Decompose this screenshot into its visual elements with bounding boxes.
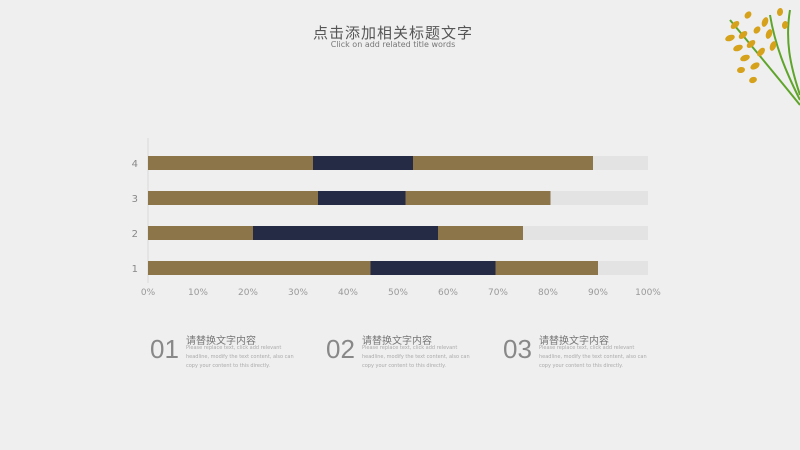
bar-segment-3-4 [550,191,648,205]
page-title: 点击添加相关标题文字 [312,24,473,42]
summary-item-3: 03 请替换文字内容 Please replace text, click ad… [503,330,673,380]
y-tick-label: 4 [132,159,138,170]
x-tick-label: 60% [438,288,458,298]
item-body: Please replace text, click add relevant … [362,345,470,369]
item-body: Please replace text, click add relevant … [539,345,647,369]
bar-segment-2-3 [438,226,523,240]
bar-segment-3-2 [318,191,406,205]
item-number: 02 [326,334,355,364]
item-heading: 请替换文字内容 [539,336,609,347]
bar-segment-1-4 [598,261,648,275]
bar-segment-1-1 [148,261,371,275]
bar-segment-3-1 [148,191,318,205]
summary-item-2: 02 请替换文字内容 Please replace text, click ad… [326,330,496,380]
summary-item-1: 01 请替换文字内容 Please replace text, click ad… [150,330,320,380]
x-tick-label: 40% [338,288,358,298]
x-tick-label: 10% [188,288,208,298]
y-tick-label: 1 [132,264,138,275]
y-tick-label: 3 [132,194,138,205]
item-number: 01 [150,334,179,364]
item-body: Please replace text, click add relevant … [186,345,294,369]
y-tick-label: 2 [132,229,138,240]
bar-segment-3-3 [405,191,551,205]
bar-segment-2-4 [523,226,648,240]
rice-stalk-image [725,8,800,106]
bar-segment-1-3 [495,261,598,275]
x-tick-label: 70% [488,288,508,298]
x-tick-label: 80% [538,288,558,298]
x-tick-label: 30% [288,288,308,298]
bar-segment-1-2 [370,261,496,275]
x-tick-label: 100% [635,288,661,298]
bar-segment-2-2 [253,226,438,240]
bar-segment-4-2 [313,156,413,170]
item-number: 03 [503,334,532,364]
x-tick-label: 50% [388,288,408,298]
x-tick-label: 0% [141,288,156,298]
bar-segment-2-1 [148,226,253,240]
item-heading: 请替换文字内容 [362,336,432,347]
x-tick-label: 90% [588,288,608,298]
bar-segment-4-4 [593,156,648,170]
page-subtitle: Click on add related title words [330,40,456,49]
bar-segment-4-3 [413,156,593,170]
x-tick-label: 20% [238,288,258,298]
item-heading: 请替换文字内容 [186,336,256,347]
bar-segment-4-1 [148,156,313,170]
